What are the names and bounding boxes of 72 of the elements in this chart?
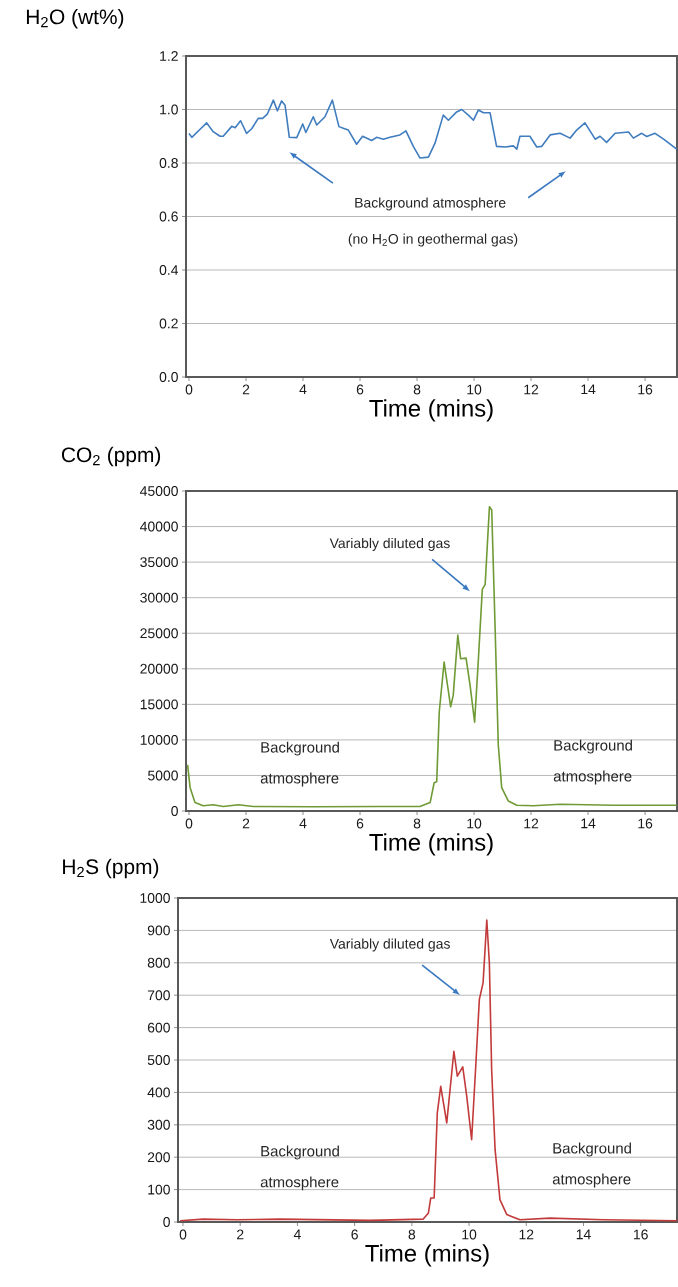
y-tick-label: 500	[147, 1055, 170, 1065]
annotation: Variably diluted gas	[329, 938, 450, 952]
y-tick-label: 0.0	[159, 372, 178, 382]
annotation: (no H$_{2}$O in geothermal gas)	[348, 233, 518, 247]
y-tick-label: 15000	[140, 699, 178, 710]
y-tick-label: 0.2	[159, 318, 178, 329]
annotation: Background atmosphere	[552, 1142, 631, 1188]
x-tick-label: 8	[408, 1229, 416, 1240]
y-tick-label: 35000	[140, 557, 178, 568]
x-tick-label: 4	[299, 384, 307, 395]
x-tick-label: 10	[467, 818, 482, 829]
x-tick-label: 2	[242, 384, 250, 395]
x-tick-label: 16	[638, 818, 653, 829]
x-tick-label: 0	[179, 1229, 187, 1240]
y-tick-label: 40000	[140, 521, 178, 532]
y-axis-title: H$_{2}$S (ppm)	[63, 858, 159, 879]
y-axis-title: CO$_{2}$ (ppm)	[61, 446, 161, 467]
y-tick-label: 0.4	[159, 265, 179, 275]
x-tick-label: 2	[237, 1229, 244, 1240]
y-tick-label: 10000	[140, 734, 178, 745]
line-series	[188, 99, 678, 159]
x-tick-label: 14	[581, 818, 596, 829]
x-tick-label: 2	[242, 818, 250, 829]
annotation: Background atmosphere	[260, 1145, 339, 1191]
y-tick-label: 100	[148, 1184, 170, 1195]
y-axis-title: H$_{2}$O (wt%)	[26, 8, 124, 29]
y-tick-label: 300	[147, 1119, 170, 1130]
y-tick-label: 800	[147, 957, 170, 968]
x-tick-label: 8	[413, 818, 421, 829]
x-tick-label: 0	[185, 384, 193, 395]
y-tick-label: 30000	[140, 592, 178, 603]
x-tick-label: 16	[633, 1229, 648, 1240]
y-tick-label: 25000	[140, 628, 178, 639]
x-tick-label: 4	[299, 818, 307, 829]
x-tick-label: 14	[581, 384, 596, 395]
x-axis-title: Time (mins)	[365, 1244, 489, 1267]
y-tick-label: 0	[171, 806, 178, 816]
x-tick-label: 10	[462, 1229, 477, 1240]
annotation: Background atmosphere	[553, 739, 632, 785]
y-tick-label: 900	[147, 925, 170, 936]
x-tick-label: 12	[524, 818, 539, 829]
x-tick-label: 12	[519, 1229, 534, 1240]
x-tick-label: 6	[356, 384, 364, 395]
y-tick-label: 1.2	[160, 51, 178, 61]
y-tick-label: 20000	[140, 663, 178, 674]
line-series	[186, 505, 678, 808]
y-tick-label: 0	[163, 1217, 170, 1227]
y-tick-label: 45000	[140, 486, 178, 496]
y-tick-label: 0.6	[159, 211, 178, 222]
x-tick-label: 6	[351, 1229, 358, 1240]
y-tick-label: 0.8	[159, 158, 178, 168]
x-axis-title: Time (mins)	[369, 399, 493, 422]
annotation: Variably diluted gas	[329, 537, 450, 551]
x-tick-label: 0	[185, 818, 193, 829]
y-tick-label: 600	[147, 1022, 170, 1033]
x-axis-title: Time (mins)	[369, 833, 493, 856]
annotation: Background atmosphere	[260, 741, 339, 787]
y-tick-label: 1.0	[160, 104, 178, 115]
x-tick-label: 14	[576, 1229, 591, 1240]
y-tick-label: 700	[147, 990, 170, 1001]
x-tick-label: 10	[467, 384, 482, 395]
x-tick-label: 16	[638, 384, 653, 395]
y-tick-label: 5000	[148, 770, 178, 781]
y-tick-label: 200	[147, 1152, 170, 1163]
x-tick-label: 8	[413, 384, 421, 395]
x-tick-label: 4	[293, 1229, 301, 1240]
x-tick-label: 6	[356, 818, 364, 829]
annotation: Background atmosphere	[355, 197, 506, 211]
line-series	[179, 919, 678, 1222]
y-tick-label: 1000	[140, 893, 170, 903]
x-tick-label: 12	[524, 384, 539, 395]
y-tick-label: 400	[147, 1087, 170, 1098]
